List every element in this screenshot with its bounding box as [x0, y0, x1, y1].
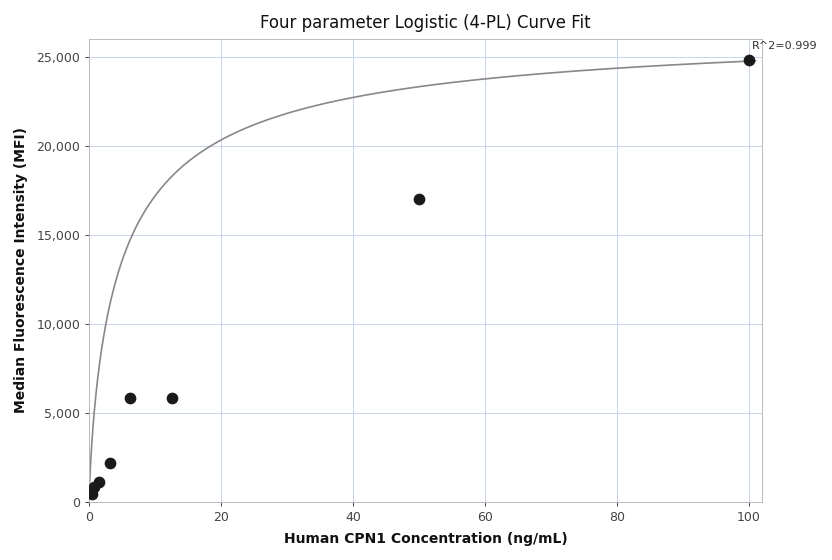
Point — [124, 393, 137, 402]
Text: R^2=0.999: R^2=0.999 — [752, 41, 818, 52]
Point — [165, 393, 178, 402]
Point — [85, 490, 98, 499]
Title: Four parameter Logistic (4-PL) Curve Fit: Four parameter Logistic (4-PL) Curve Fit — [260, 14, 591, 32]
Y-axis label: Median Fluorescence Intensity (MFI): Median Fluorescence Intensity (MFI) — [14, 127, 28, 413]
Point — [103, 458, 116, 467]
Point — [92, 478, 106, 487]
Point — [413, 195, 426, 204]
Point — [742, 56, 755, 65]
X-axis label: Human CPN1 Concentration (ng/mL): Human CPN1 Concentration (ng/mL) — [284, 532, 567, 546]
Point — [87, 483, 101, 492]
